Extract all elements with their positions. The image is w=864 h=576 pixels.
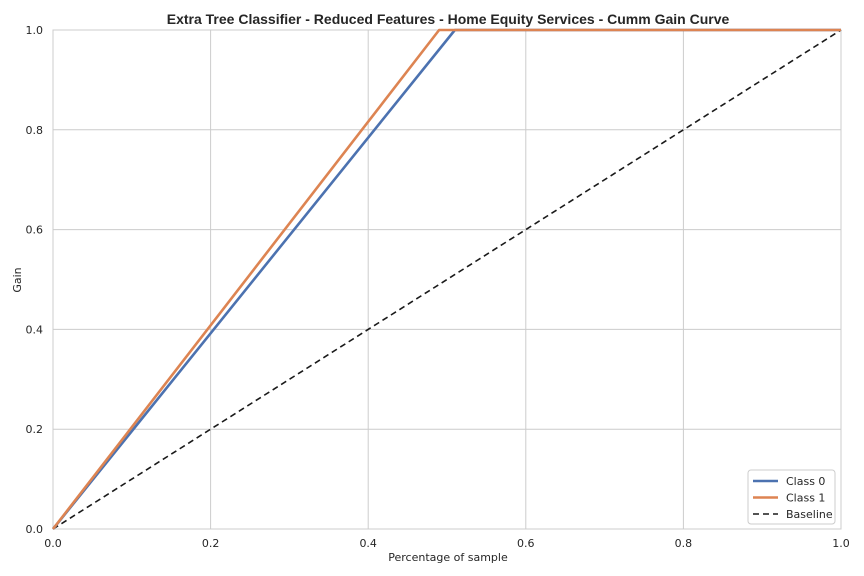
x-tick-label: 0.6 [517, 537, 535, 550]
legend: Class 0 Class 1 Baseline [748, 470, 835, 524]
legend-label: Class 0 [786, 475, 825, 488]
x-tick-label: 0.8 [675, 537, 693, 550]
x-tick-label: 1.0 [832, 537, 850, 550]
x-tick-label: 0.0 [44, 537, 62, 550]
y-tick-label: 0.6 [26, 224, 44, 237]
y-tick-label: 1.0 [26, 24, 44, 37]
x-axis-label: Percentage of sample [388, 551, 508, 564]
x-tick-label: 0.4 [359, 537, 377, 550]
y-tick-label: 0.2 [26, 423, 44, 436]
legend-label: Class 1 [786, 492, 825, 505]
y-tick-label: 0.4 [26, 323, 44, 336]
y-axis-label: Gain [11, 267, 24, 292]
y-tick-label: 0.0 [26, 523, 44, 536]
x-tick-label: 0.2 [202, 537, 220, 550]
y-tick-label: 0.8 [26, 124, 44, 137]
chart-title: Extra Tree Classifier - Reduced Features… [167, 11, 730, 27]
legend-label: Baseline [786, 508, 833, 521]
